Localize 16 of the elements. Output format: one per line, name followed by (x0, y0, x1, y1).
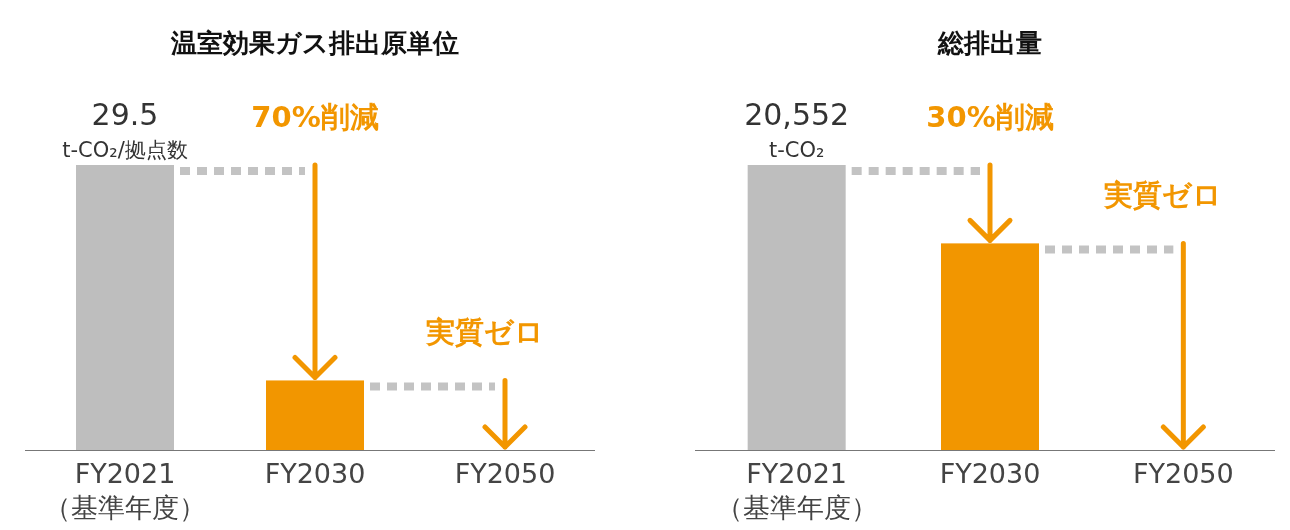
x-tick-label: FY2050 (1132, 458, 1234, 489)
text: 30%削減 (926, 100, 1054, 134)
chart-title: 温室効果ガス排出原単位 (170, 28, 459, 58)
text: 70%削減 (251, 100, 379, 134)
x-tick-label: FY2030 (264, 458, 366, 489)
x-tick-label: FY2050 (454, 458, 556, 489)
chart-title: 総排出量 (937, 28, 1042, 58)
annotation: 実質ゼロ (425, 315, 544, 350)
text: t-CO₂ (768, 138, 825, 162)
x-tick-label: FY2030 (939, 458, 1041, 489)
annotation: 実質ゼロ (1103, 178, 1223, 213)
x-tick-label: FY2021 （基準年度） (715, 458, 878, 523)
data-label: 29.5 (91, 97, 159, 132)
text: t-CO₂/拠点数 (62, 138, 188, 162)
x-tick-label: FY2021 （基準年度） (44, 458, 206, 523)
data-label: 20,552 (744, 97, 850, 132)
